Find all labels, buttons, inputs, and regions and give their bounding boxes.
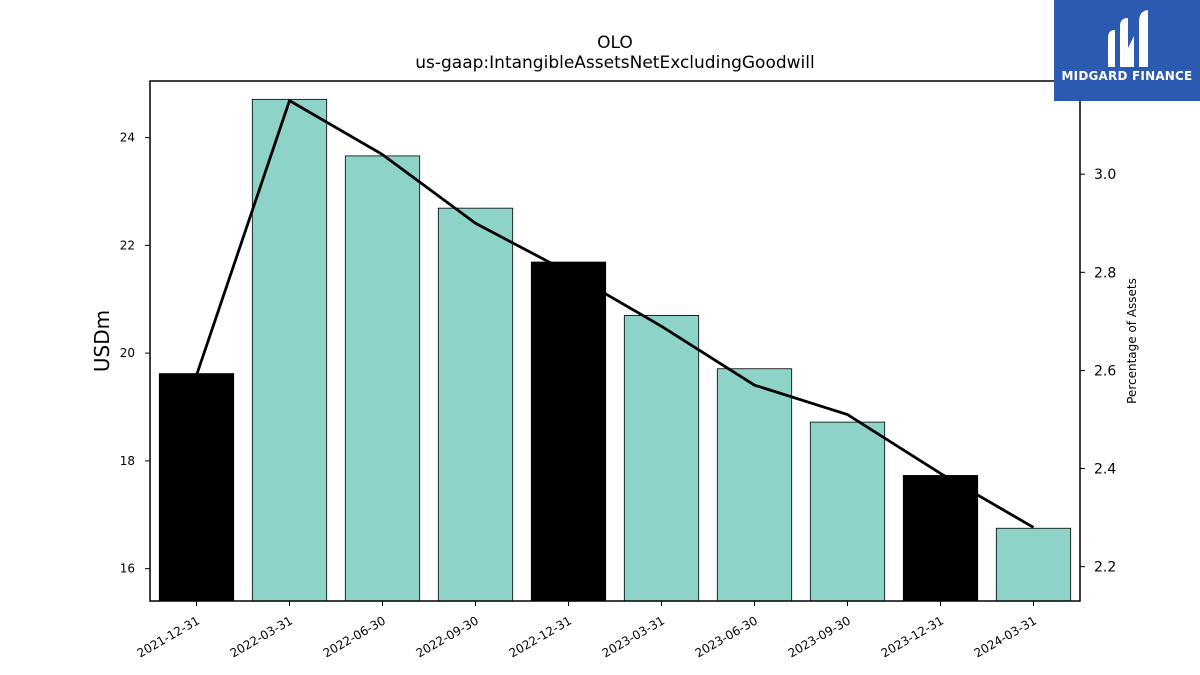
bar-2023-12-31 (902, 475, 979, 602)
bar-2023-06-30 (716, 368, 793, 602)
bar-2023-03-31 (623, 315, 700, 602)
x-tick-label: 2023-09-30 (786, 613, 853, 660)
chart-subtitle: us-gaap:IntangibleAssetsNetExcludingGood… (415, 53, 814, 73)
x-tick-label: 2021-12-31 (135, 613, 202, 660)
x-axis: 2021-12-31 2022-03-31 2022-06-30 2022-09-30… (135, 601, 1039, 660)
y2-tick-label: 2.6 (1094, 363, 1116, 379)
y2-axis-label: Percentage of Assets (1125, 278, 1139, 404)
y-axis-left: 16 18 20 22 24 (120, 131, 150, 576)
y2-tick-label: 2.4 (1094, 462, 1116, 478)
bar-2021-12-31 (158, 373, 235, 602)
logo-text: MIDGARD FINANCE (1061, 69, 1193, 83)
bar-2022-09-30 (437, 207, 514, 602)
plot-frame (149, 80, 1081, 602)
y-tick-label: 22 (120, 238, 135, 252)
x-tick-label: 2023-06-30 (693, 613, 760, 660)
bar-2023-09-30 (809, 421, 886, 602)
y2-tick-label: 3.0 (1094, 167, 1116, 183)
x-tick-label: 2022-09-30 (414, 613, 481, 660)
bar-2022-06-30 (344, 155, 421, 602)
y-tick-label: 16 (120, 562, 135, 576)
bar-2022-12-31 (530, 261, 607, 602)
y-axis-label: USDm (90, 310, 114, 372)
bar-group (158, 98, 1072, 602)
x-tick-label: 2023-03-31 (600, 613, 667, 660)
percentage-of-assets-line (195, 99, 1035, 529)
y-tick-label: 24 (120, 131, 135, 145)
y2-tick-label: 2.8 (1094, 265, 1116, 281)
y-axis-right: 2.2 2.4 2.6 2.8 3.0 (1080, 167, 1116, 576)
x-tick-label: 2024-03-31 (972, 613, 1039, 660)
bar-2022-03-31 (251, 98, 328, 602)
x-tick-label: 2022-06-30 (321, 613, 388, 660)
y-tick-label: 20 (120, 346, 135, 360)
chart-title: OLO (597, 33, 633, 53)
logo: MIDGARD FINANCE (1054, 0, 1200, 101)
line-group (195, 99, 1035, 529)
y2-tick-label: 2.2 (1094, 560, 1116, 576)
x-tick-label: 2023-12-31 (879, 613, 946, 660)
y-tick-label: 18 (120, 454, 135, 468)
bar-2024-03-31 (995, 527, 1072, 602)
x-tick-label: 2022-12-31 (507, 613, 574, 660)
logo-mark-icon (1108, 10, 1148, 67)
x-tick-label: 2022-03-31 (228, 613, 295, 660)
